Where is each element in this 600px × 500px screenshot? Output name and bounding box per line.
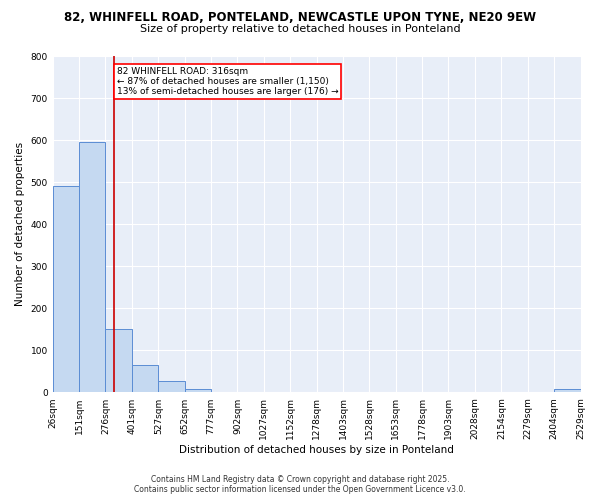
Bar bbox=[53, 186, 79, 392]
Bar bbox=[132, 365, 158, 392]
Text: 82 WHINFELL ROAD: 316sqm
← 87% of detached houses are smaller (1,150)
13% of sem: 82 WHINFELL ROAD: 316sqm ← 87% of detach… bbox=[117, 66, 338, 96]
Text: 82, WHINFELL ROAD, PONTELAND, NEWCASTLE UPON TYNE, NE20 9EW: 82, WHINFELL ROAD, PONTELAND, NEWCASTLE … bbox=[64, 11, 536, 24]
Bar bbox=[158, 380, 185, 392]
X-axis label: Distribution of detached houses by size in Ponteland: Distribution of detached houses by size … bbox=[179, 445, 454, 455]
Bar bbox=[185, 389, 211, 392]
Text: Size of property relative to detached houses in Ponteland: Size of property relative to detached ho… bbox=[140, 24, 460, 34]
Bar bbox=[554, 389, 581, 392]
Bar bbox=[106, 330, 132, 392]
Bar bbox=[79, 142, 106, 393]
Y-axis label: Number of detached properties: Number of detached properties bbox=[15, 142, 25, 306]
Text: Contains HM Land Registry data © Crown copyright and database right 2025.
Contai: Contains HM Land Registry data © Crown c… bbox=[134, 474, 466, 494]
